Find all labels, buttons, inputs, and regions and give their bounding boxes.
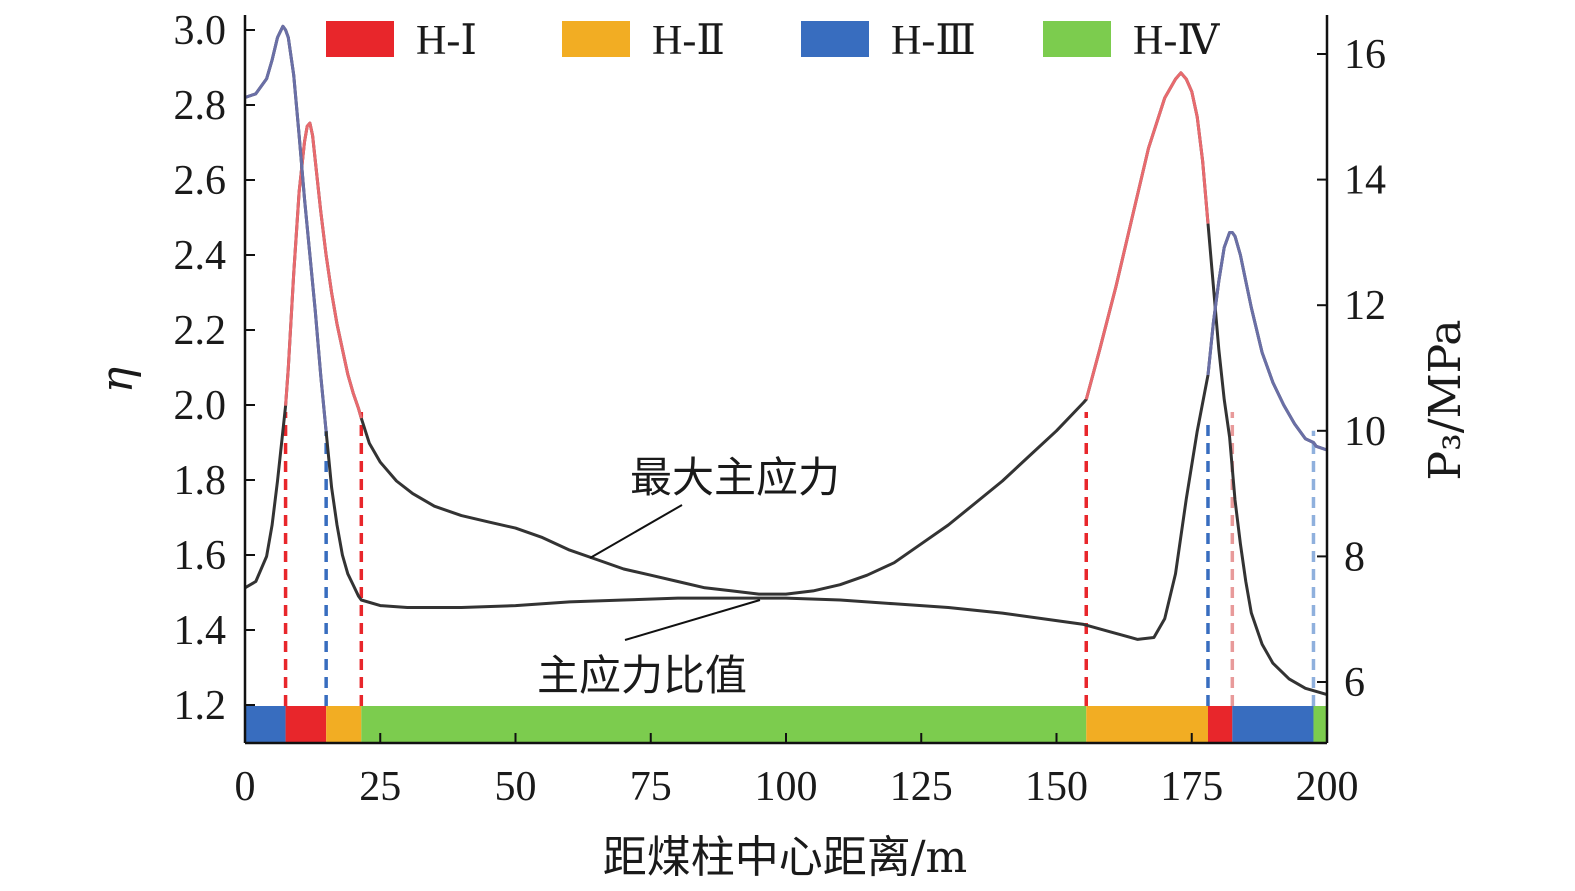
y-left-tick-label-8: 2.8 bbox=[174, 83, 227, 129]
zone-segment-6 bbox=[1232, 706, 1314, 743]
y-left-tick-label-6: 2.4 bbox=[174, 233, 227, 279]
y-left-tick-label-9: 3.0 bbox=[174, 8, 227, 54]
legend-label-0: H-Ⅰ bbox=[416, 18, 477, 64]
x-tick-label-4: 100 bbox=[755, 764, 818, 810]
x-tick-label-1: 25 bbox=[359, 764, 401, 810]
x-axis-title: 距煤柱中心距离/m bbox=[603, 832, 968, 883]
zone-band bbox=[245, 706, 1327, 743]
zone-segment-5 bbox=[1207, 706, 1233, 743]
y-right-tick-label-1: 8 bbox=[1344, 534, 1365, 580]
annotation-leader-ratio bbox=[624, 599, 761, 641]
legend-label-3: H-Ⅳ bbox=[1133, 18, 1220, 64]
annotation-stress-ratio: 主应力比值 bbox=[537, 651, 747, 700]
y-right-tick-label-5: 16 bbox=[1344, 32, 1386, 78]
x-tick-label-3: 75 bbox=[630, 764, 672, 810]
y-right-axis-title: P₃/MPa bbox=[1420, 320, 1471, 481]
y-right-tick-label-0: 6 bbox=[1344, 660, 1365, 706]
series-lines bbox=[244, 24, 1328, 697]
x-tick-label-2: 50 bbox=[495, 764, 537, 810]
legend-label-1: H-Ⅱ bbox=[652, 18, 725, 64]
y-left-tick-label-5: 2.2 bbox=[174, 308, 227, 354]
zone-segment-1 bbox=[285, 706, 327, 743]
zone-segment-0 bbox=[245, 706, 286, 743]
zone-segment-2 bbox=[326, 706, 362, 743]
legend-label-2: H-Ⅲ bbox=[891, 18, 976, 64]
axes: 0 25 50 75 100 125 150 175 200 1.2 1.4 1.6 1.8 2.0 2.2… bbox=[174, 8, 1387, 810]
x-tick-label-6: 150 bbox=[1025, 764, 1088, 810]
y-left-tick-label-3: 1.8 bbox=[174, 458, 227, 504]
legend-swatch-2 bbox=[801, 21, 869, 57]
series-line-0 bbox=[244, 71, 1328, 697]
x-tick-label-5: 125 bbox=[890, 764, 953, 810]
zone-segment-7 bbox=[1313, 706, 1327, 743]
zone-segment-4 bbox=[1086, 706, 1208, 743]
annotation-max-stress: 最大主应力 bbox=[630, 453, 840, 502]
series-highlight-1 bbox=[244, 24, 328, 432]
legend-swatch-0 bbox=[326, 21, 394, 57]
x-tick-label-0: 0 bbox=[235, 764, 256, 810]
x-tick-label-8: 200 bbox=[1296, 764, 1359, 810]
y-left-tick-label-0: 1.2 bbox=[174, 683, 227, 729]
legend-swatch-3 bbox=[1043, 21, 1111, 57]
boundary-markers bbox=[283, 411, 1316, 706]
y-right-tick-label-3: 12 bbox=[1344, 283, 1386, 329]
y-left-tick-label-4: 2.0 bbox=[174, 383, 227, 429]
series-highlight-0 bbox=[1084, 71, 1210, 400]
annotation-leader-max-stress bbox=[589, 504, 683, 559]
zone-segment-3 bbox=[361, 706, 1087, 743]
legend: H-Ⅰ H-Ⅱ H-Ⅲ H-Ⅳ bbox=[326, 18, 1220, 64]
legend-swatch-1 bbox=[562, 21, 630, 57]
x-tick-label-7: 175 bbox=[1160, 764, 1223, 810]
series-highlight-1 bbox=[1206, 231, 1328, 452]
y-left-axis-title: η bbox=[92, 367, 143, 393]
y-right-tick-label-4: 14 bbox=[1344, 158, 1386, 204]
series-highlight-0 bbox=[284, 121, 363, 419]
series-line-1 bbox=[244, 24, 1328, 641]
y-right-tick-label-2: 10 bbox=[1344, 409, 1386, 455]
y-left-tick-label-2: 1.6 bbox=[174, 533, 227, 579]
y-left-tick-label-1: 1.4 bbox=[174, 608, 227, 654]
y-left-tick-label-7: 2.6 bbox=[174, 158, 227, 204]
